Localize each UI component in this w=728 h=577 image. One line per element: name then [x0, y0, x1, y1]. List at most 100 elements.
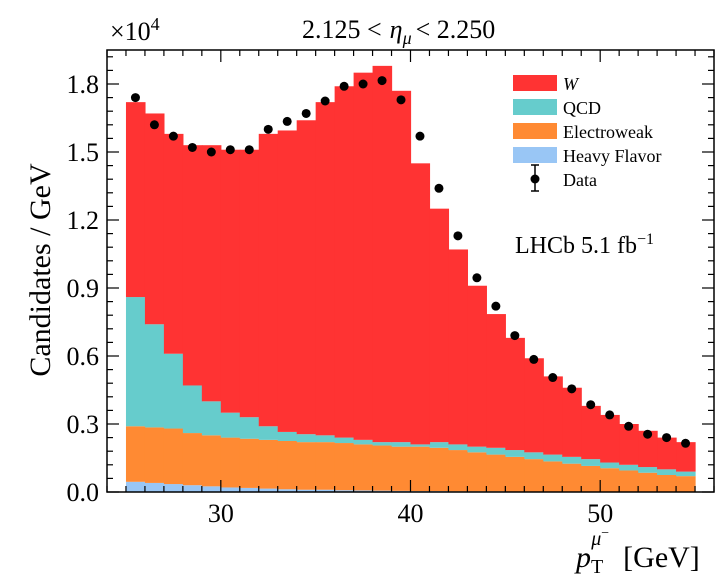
bar — [163, 428, 184, 485]
bar — [657, 469, 677, 475]
data-point — [301, 108, 311, 118]
bar — [277, 431, 298, 441]
bar — [258, 133, 279, 427]
bar — [391, 442, 412, 447]
data-point — [453, 231, 463, 241]
bar — [353, 439, 374, 445]
data-point — [149, 120, 159, 130]
bar — [144, 324, 165, 428]
data-point — [548, 373, 558, 383]
y-tick-label: 0.9 — [67, 274, 100, 303]
data-point — [396, 95, 406, 105]
bar — [296, 434, 317, 443]
bar — [239, 149, 260, 418]
bar — [505, 456, 525, 492]
data-point — [415, 131, 425, 141]
legend-swatch — [513, 147, 557, 163]
bar — [638, 472, 658, 492]
stacked-histogram — [125, 65, 696, 492]
data-point — [624, 421, 634, 431]
bar — [201, 435, 222, 487]
bar — [619, 464, 639, 471]
bar — [296, 120, 317, 435]
data-point — [586, 400, 596, 410]
bar — [505, 450, 525, 457]
bar — [125, 481, 146, 492]
bar — [125, 297, 146, 427]
bar — [429, 442, 450, 448]
bar — [657, 437, 677, 470]
bar — [296, 442, 317, 490]
data-point — [491, 301, 501, 311]
bar — [239, 417, 260, 439]
bar — [543, 461, 563, 492]
bar — [410, 163, 431, 445]
legend-swatch — [513, 123, 557, 139]
bar — [600, 462, 620, 469]
x-tick-label: 40 — [398, 499, 424, 528]
legend-label: W — [563, 74, 580, 94]
series-w — [125, 65, 696, 472]
bar — [296, 489, 317, 492]
data-point — [605, 410, 615, 420]
bar — [182, 485, 203, 492]
bar — [315, 435, 336, 443]
data-point — [529, 354, 539, 364]
x-tick-label: 50 — [587, 499, 613, 528]
data-point — [662, 433, 672, 443]
legend-item: W — [513, 74, 580, 94]
bar — [562, 387, 582, 457]
x-tick-label: 30 — [208, 499, 234, 528]
bar — [144, 113, 165, 325]
bar — [467, 446, 487, 453]
data-point — [282, 116, 292, 126]
experiment-label: LHCb 5.1 fb−1 — [515, 231, 654, 259]
bar — [600, 468, 620, 492]
bar — [334, 490, 355, 492]
legend-label: Heavy Flavor — [563, 146, 661, 166]
bar — [391, 90, 412, 443]
bar — [410, 444, 431, 447]
bar — [676, 471, 696, 477]
y-tick-label: 0.6 — [67, 342, 100, 371]
data-point — [358, 79, 368, 89]
bar — [486, 314, 506, 448]
legend-item: Heavy Flavor — [513, 146, 661, 166]
data-points — [130, 76, 691, 448]
bar — [619, 470, 639, 492]
bar — [581, 405, 601, 460]
bar — [429, 447, 450, 492]
legend-item: QCD — [513, 98, 601, 118]
bar — [619, 424, 639, 465]
y-tick-label: 0.0 — [67, 478, 100, 507]
bar — [182, 145, 203, 386]
bar — [543, 376, 563, 455]
bar — [638, 430, 658, 468]
bar — [429, 208, 450, 443]
x-axis-label: pTμ−[GeV] — [574, 526, 700, 577]
bar — [220, 412, 241, 438]
bar — [334, 86, 355, 438]
data-point — [263, 124, 273, 134]
bar — [239, 438, 260, 488]
bar — [353, 444, 374, 491]
bar — [486, 454, 506, 492]
bar — [277, 130, 298, 432]
bar — [163, 353, 184, 429]
bar — [372, 445, 393, 491]
data-point — [168, 131, 178, 141]
bar — [543, 454, 563, 462]
bar — [353, 72, 374, 440]
bar — [239, 487, 260, 492]
exponent-label: ×104 — [110, 14, 160, 46]
bar — [581, 459, 601, 466]
bar — [220, 149, 241, 413]
bar — [125, 102, 146, 298]
bar — [676, 476, 696, 492]
bar — [258, 439, 279, 489]
bar — [448, 444, 469, 451]
legend-swatch — [513, 99, 557, 115]
legend-label: Electroweak — [563, 122, 653, 142]
chart-title: 2.125 < ημ < 2.250 — [302, 15, 495, 48]
bar — [391, 446, 412, 491]
